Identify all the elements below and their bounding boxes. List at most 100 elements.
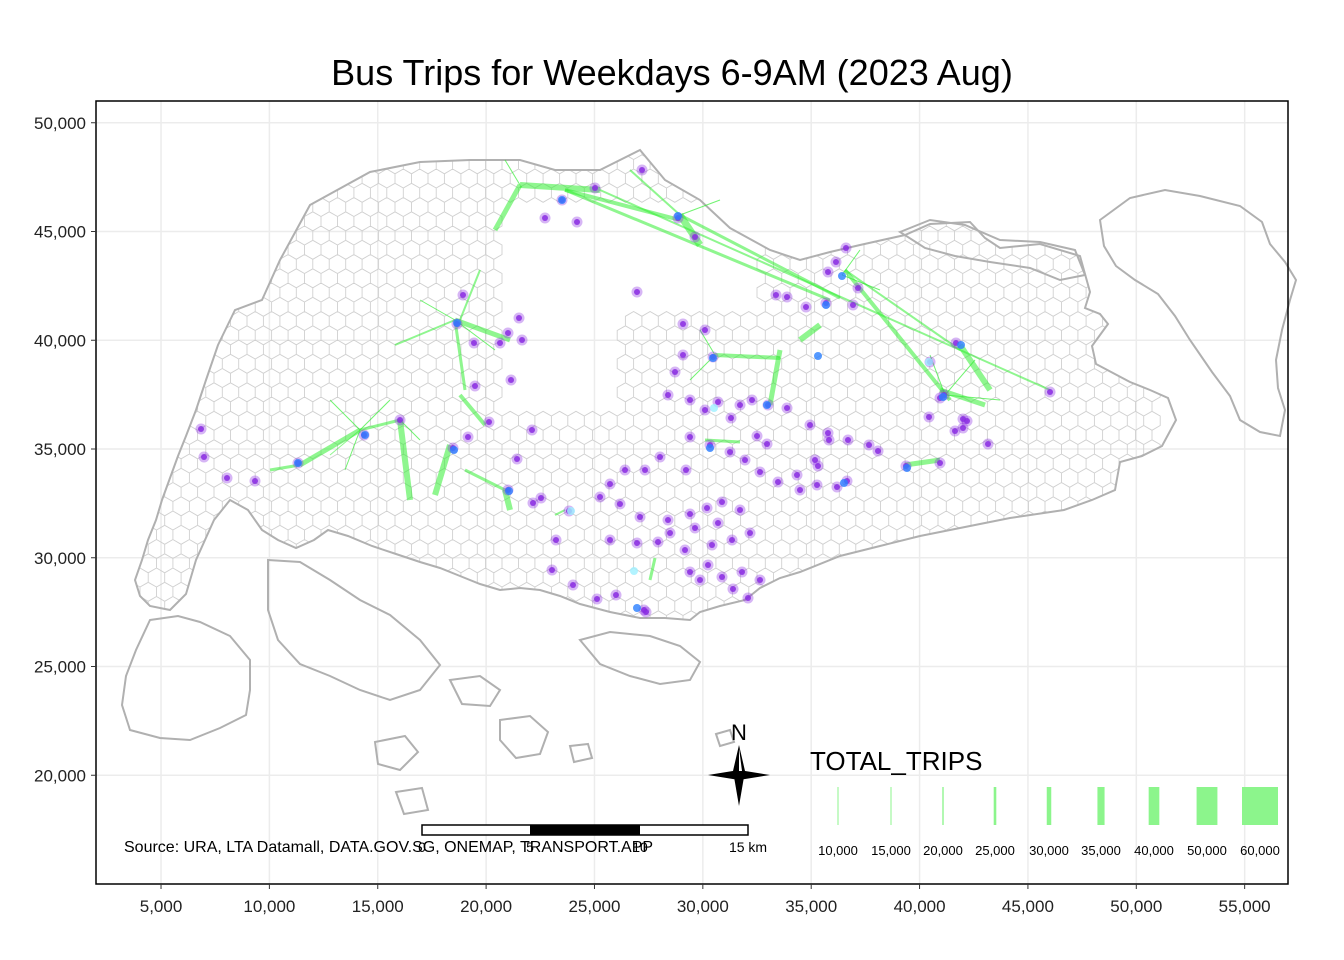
bus-stop-hub [294,459,302,467]
flow-spoke [944,359,976,396]
bus-stop-hub [838,272,846,280]
flow-line [629,169,681,216]
bus-stop-marker [655,539,661,545]
bus-stop-hub [453,319,461,327]
flow-line [359,418,401,432]
bus-stop-marker [704,505,710,511]
bus-stop-marker [617,501,623,507]
bus-stop-marker [542,215,548,221]
north-arrow-horizontal [708,770,770,780]
bus-stop-marker [826,437,832,443]
flow-line [458,393,487,427]
bus-stop-marker [634,289,640,295]
bus-stop-marker [607,537,613,543]
north-arrow: N [708,720,770,806]
bus-stop-marker [845,437,851,443]
bus-stop-marker [201,454,207,460]
legend-swatch [890,787,892,825]
bus-stop-marker [538,495,544,501]
bus-stop-marker [397,417,403,423]
flow-spoke [359,399,391,431]
bus-stop-marker [797,487,803,493]
scalebar-label: 10 [632,839,648,855]
bus-stop-marker [519,337,525,343]
bus-stop-marker [692,525,698,531]
hex-cells [135,150,1161,620]
bus-stop-marker [814,482,820,488]
bus-stop-marker [747,530,753,536]
bus-stop-marker [754,433,760,439]
bus-stop-marker [574,219,580,225]
bus-stop-hub [450,446,458,454]
bus-stop-marker [642,467,648,473]
flow-line [397,419,413,501]
bus-stop-marker [597,494,603,500]
bus-stop-marker [667,530,673,536]
flow-line [554,509,566,516]
bus-stop-marker [530,500,536,506]
bus-stop-marker [594,596,600,602]
bus-stop-marker [719,574,725,580]
bus-stop-marker [529,427,535,433]
x-tick-label: 30,000 [677,897,729,916]
bus-stop-marker [749,397,755,403]
bus-stop-marker [1047,389,1053,395]
legend-label: 15,000 [871,843,911,858]
legend-label: 30,000 [1029,843,1069,858]
bus-stop-marker [728,415,734,421]
flow-line [677,213,703,247]
bus-stop-marker [843,245,849,251]
western-islands-outline [267,558,442,702]
bus-stop-hub [957,341,965,349]
bus-stop-marker [855,285,861,291]
bus-stop-hub [840,479,848,487]
bus-stop-marker [730,586,736,592]
bus-stop-marker [639,167,645,173]
y-tick-label: 30,000 [34,549,86,568]
bus-stop-hub [633,604,641,612]
bus-stop-marker [727,449,733,455]
flow-spoke [841,249,861,276]
y-tick-label: 40,000 [34,331,86,350]
bus-stop-markers [195,164,1056,618]
bus-stop-marker [815,463,821,469]
flow-spoke [419,299,456,321]
bus-stop-marker [687,434,693,440]
hexagon-grid [135,150,1161,620]
x-tick-label: 45,000 [1002,897,1054,916]
legend-swatch [942,787,944,825]
bus-stop-marker [737,402,743,408]
southern-island-6 [714,728,736,748]
bus-stop-marker [697,577,703,583]
x-tick-label: 15,000 [352,897,404,916]
bus-stop-marker [592,185,598,191]
bus-stop-hub [822,301,830,309]
bus-stop-minor [630,567,638,575]
bus-stop-marker [637,514,643,520]
bus-stop-marker [634,540,640,546]
bus-stop-hub [505,487,513,495]
legend-label: 35,000 [1081,843,1121,858]
north-arrow-highlight [739,748,742,771]
bus-stop-marker [773,292,779,298]
bus-stop-marker [505,330,511,336]
bus-stop-marker [692,234,698,240]
map-title: Bus Trips for Weekdays 6-9AM (2023 Aug) [331,52,1013,93]
flow-line [459,269,481,321]
y-tick-label: 45,000 [34,223,86,242]
legend-swatch [1097,787,1105,825]
bus-stop-marker [812,457,818,463]
flow-spoke [454,319,496,351]
legend-label: 10,000 [818,843,858,858]
trip-flow-lines [269,159,1051,581]
bus-stop-marker [803,304,809,310]
flow-line [564,188,681,222]
flow-spoke [344,429,361,471]
bus-stop-marker [549,567,555,573]
flow-line [464,468,506,492]
x-tick-label: 10,000 [243,897,295,916]
source-caption: Source: URA, LTA Datamall, DATA.GOV.SG, … [124,839,653,856]
bus-stop-hub [814,352,822,360]
bus-stop-marker [825,269,831,275]
